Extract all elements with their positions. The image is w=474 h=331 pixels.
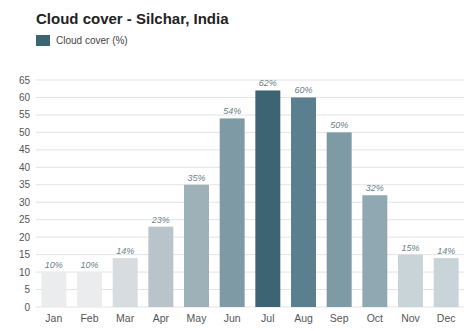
y-tick-label: 40 [19,162,31,173]
y-tick-label: 5 [24,284,30,295]
y-tick-label: 15 [19,249,31,260]
x-tick-label: Jan [45,312,62,324]
bar [255,90,280,307]
bar [362,195,387,307]
y-tick-label: 35 [19,179,31,190]
grid-line [36,237,464,238]
x-tick-label: Jul [261,312,274,324]
legend-label: Cloud cover (%) [56,35,128,46]
y-tick-label: 65 [19,75,31,86]
bar [434,258,459,307]
bar [77,272,102,307]
x-tick-label: Apr [153,312,170,324]
data-label: 32% [366,183,384,193]
data-label: 14% [437,246,455,256]
data-label: 35% [187,173,205,183]
data-label: 10% [80,260,98,270]
grid-line [36,132,464,133]
y-tick-label: 50 [19,127,31,138]
data-label: 60% [294,85,312,95]
bar [148,227,173,307]
y-tick-label: 20 [19,232,31,243]
x-tick-label: Jun [224,312,241,324]
y-tick-label: 0 [24,302,30,313]
data-label: 50% [330,120,348,130]
x-tick-label: Nov [401,312,420,324]
grid-line [36,149,464,150]
x-tick-label: Mar [116,312,135,324]
grid-line [36,219,464,220]
bar [220,118,245,307]
legend: Cloud cover (%) [36,35,128,46]
grid-line [36,80,464,81]
bar [327,132,352,307]
chart: Cloud cover - Silchar, India 0 5 10 15 20 25 30… [0,0,474,331]
x-tick-label: Sep [330,312,349,324]
y-tick-label: 30 [19,197,31,208]
bar [184,185,209,307]
x-tick-label: Dec [437,312,456,324]
data-label: 62% [259,78,277,88]
grid-line [36,184,464,185]
y-tick-label: 55 [19,109,31,120]
title: Cloud cover - Silchar, India [36,10,229,27]
data-label: 54% [223,106,241,116]
grid [36,80,464,307]
bars [41,90,458,307]
data-label: 10% [45,260,63,270]
x-tick-label: Feb [80,312,98,324]
grid-line [36,202,464,203]
grid-line [36,167,464,168]
bar [113,258,138,307]
data-label: 14% [116,246,134,256]
data-label: 15% [401,243,419,253]
y-tick-label: 45 [19,144,31,155]
x-tick-label: Oct [367,312,383,324]
x-tick-label: Aug [294,312,313,324]
legend-swatch [36,35,50,46]
y-tick-label: 10 [19,267,31,278]
bar [41,272,66,307]
grid-line [36,97,464,98]
data-label: 23% [151,215,170,225]
y-tick-label: 25 [19,214,31,225]
bar [291,97,316,307]
x-tick-label: May [187,312,208,324]
bar [398,255,423,307]
grid-line [36,114,464,115]
y-tick-label: 60 [19,92,31,103]
